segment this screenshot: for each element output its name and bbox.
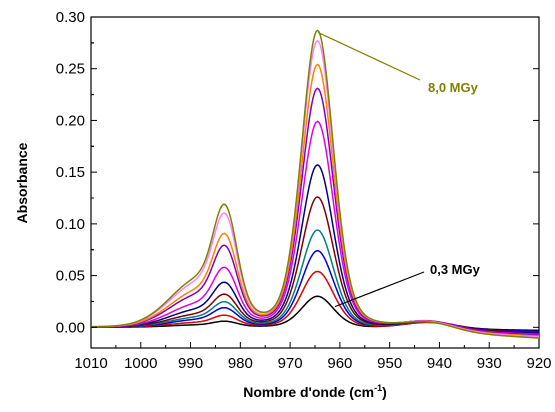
y-tick-label: 0.15 (56, 164, 85, 181)
y-axis-title: Absorbance (14, 142, 30, 223)
x-tick-label: 940 (427, 355, 452, 372)
y-tick-label: 0.20 (56, 112, 85, 129)
annotation-03mgy-label: 0,3 MGy (430, 262, 481, 277)
spectrum-line-9 (90, 63, 540, 337)
spectrum-line-11 (90, 29, 540, 339)
y-tick-label: 0.05 (56, 268, 85, 285)
x-axis-title-superscript: -1 (374, 383, 382, 393)
x-tick-label: 990 (178, 355, 203, 372)
x-axis-title: Nombre d'onde (cm-1) (243, 383, 387, 400)
annotations: 8,0 MGy 0,3 MGy (317, 31, 481, 308)
series-group (90, 29, 540, 339)
x-tick-label: 970 (278, 355, 303, 372)
x-tick-label: 950 (377, 355, 402, 372)
x-tick-label: 930 (477, 355, 502, 372)
y-tick-label: 0.25 (56, 61, 85, 78)
annotation-8mgy-label: 8,0 MGy (428, 80, 479, 95)
y-tick-label: 0.00 (56, 319, 85, 336)
x-axis-ticks: 1010 1000 990 980 970 960 950 940 930 920 (74, 342, 552, 372)
x-tick-label: 960 (327, 355, 352, 372)
x-tick-label: 1000 (124, 355, 157, 372)
spectrum-line-7 (90, 120, 540, 335)
x-tick-label: 920 (526, 355, 551, 372)
x-tick-label: 1010 (74, 355, 107, 372)
y-axis-ticks: 0.00 0.05 0.10 0.15 0.20 0.25 0.30 (56, 9, 539, 336)
x-tick-label: 980 (228, 355, 253, 372)
annotation-03mgy-arrow (334, 271, 425, 308)
y-tick-label: 0.30 (56, 9, 85, 26)
annotation-8mgy-arrow (317, 31, 421, 81)
y-tick-label: 0.10 (56, 216, 85, 233)
spectrum-line-4 (91, 229, 540, 334)
